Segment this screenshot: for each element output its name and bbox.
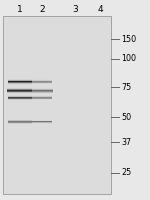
- Bar: [7, 93, 32, 94]
- Bar: [32, 89, 52, 90]
- Bar: [32, 91, 52, 92]
- Bar: [8, 99, 31, 100]
- Bar: [32, 80, 52, 81]
- Bar: [3, 16, 111, 194]
- Bar: [7, 89, 32, 90]
- Bar: [8, 79, 31, 80]
- Bar: [8, 95, 31, 96]
- Text: 4: 4: [98, 4, 103, 14]
- Bar: [8, 81, 31, 82]
- Bar: [7, 87, 32, 88]
- Bar: [32, 99, 52, 100]
- Bar: [8, 122, 31, 123]
- Bar: [32, 83, 52, 84]
- Bar: [8, 100, 31, 101]
- Text: 1: 1: [17, 4, 22, 14]
- Bar: [8, 82, 31, 83]
- Bar: [8, 98, 31, 99]
- Bar: [7, 88, 32, 89]
- Text: 3: 3: [72, 4, 78, 14]
- Bar: [32, 121, 52, 122]
- Bar: [8, 123, 31, 124]
- Bar: [32, 79, 52, 80]
- Bar: [7, 91, 32, 92]
- Bar: [32, 82, 52, 83]
- Text: 37: 37: [122, 138, 132, 147]
- Text: 25: 25: [122, 168, 132, 177]
- Bar: [32, 121, 52, 122]
- Bar: [32, 98, 52, 99]
- Bar: [8, 120, 31, 121]
- Bar: [8, 97, 31, 98]
- Bar: [8, 81, 31, 82]
- Bar: [32, 88, 52, 89]
- Bar: [32, 93, 52, 94]
- Bar: [7, 92, 32, 93]
- Bar: [8, 123, 31, 124]
- Text: 2: 2: [39, 4, 45, 14]
- Bar: [8, 121, 31, 122]
- Bar: [8, 84, 31, 85]
- Bar: [32, 96, 52, 97]
- Bar: [32, 81, 52, 82]
- Bar: [8, 95, 31, 96]
- Bar: [32, 122, 52, 123]
- Bar: [32, 120, 52, 121]
- Bar: [32, 90, 52, 91]
- Text: 150: 150: [122, 35, 137, 44]
- Text: 100: 100: [122, 54, 136, 63]
- Bar: [8, 83, 31, 84]
- Bar: [8, 80, 31, 81]
- Bar: [8, 120, 31, 121]
- Bar: [7, 90, 32, 91]
- Bar: [8, 96, 31, 97]
- Bar: [32, 97, 52, 98]
- Bar: [32, 92, 52, 93]
- Text: 75: 75: [122, 83, 132, 92]
- Bar: [32, 123, 52, 124]
- Bar: [32, 92, 52, 93]
- Text: 50: 50: [122, 113, 132, 122]
